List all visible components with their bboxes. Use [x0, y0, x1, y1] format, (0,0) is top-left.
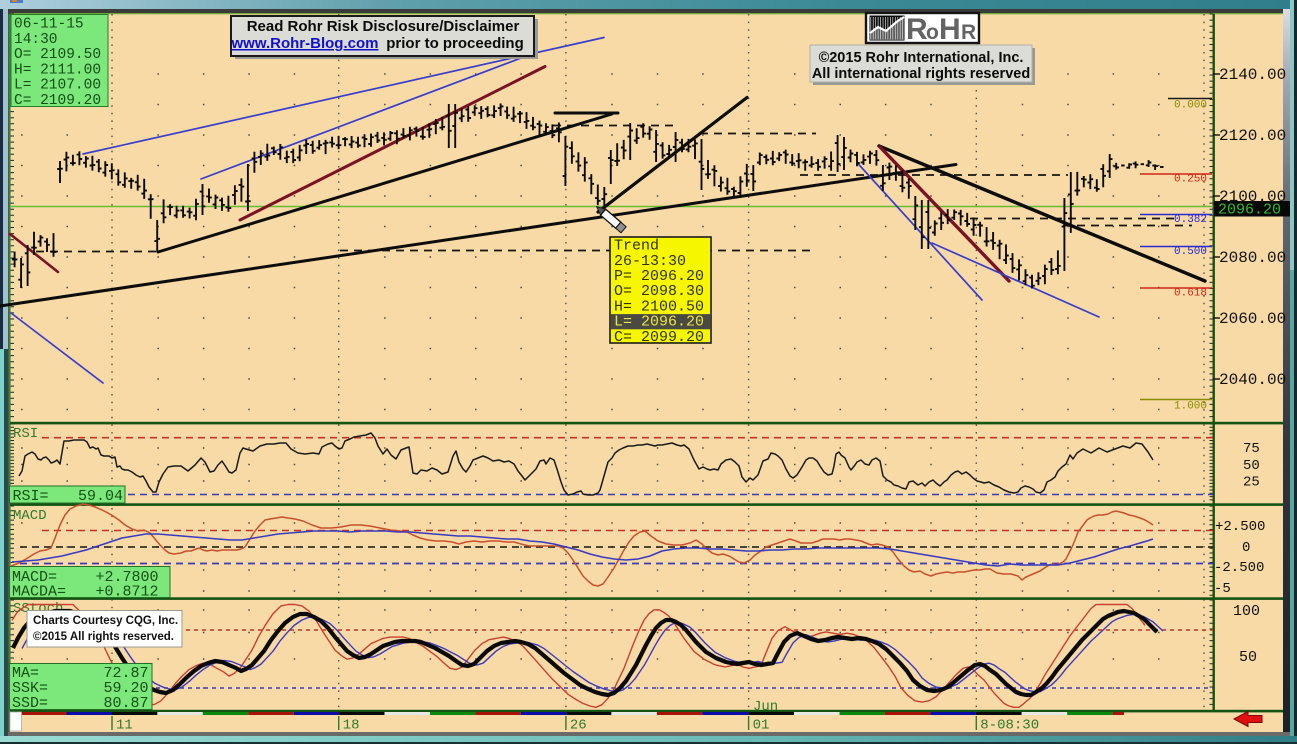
svg-text:0.618: 0.618	[1174, 288, 1207, 300]
svg-text:MA=: MA=	[12, 665, 39, 682]
svg-text:©2015 All rights reserved.: ©2015 All rights reserved.	[33, 631, 174, 643]
svg-text:SSK=: SSK=	[12, 680, 48, 697]
svg-text:26-13:30: 26-13:30	[614, 253, 686, 270]
svg-text:72.87: 72.87	[104, 665, 149, 682]
svg-text:1.000: 1.000	[1174, 401, 1207, 413]
svg-text:2096.20: 2096.20	[1218, 202, 1281, 219]
svg-text:All international rights reser: All international rights reserved	[812, 66, 1030, 82]
svg-text:O= 2098.30: O= 2098.30	[614, 283, 704, 300]
svg-text:©2015 Rohr International, Inc.: ©2015 Rohr International, Inc.	[819, 50, 1024, 66]
svg-text:0.000: 0.000	[1174, 100, 1207, 112]
svg-text:06-11-15: 06-11-15	[14, 17, 84, 33]
svg-text:18: 18	[343, 718, 360, 734]
svg-text:14:30: 14:30	[14, 32, 58, 48]
svg-text:L= 2096.20: L= 2096.20	[614, 314, 704, 331]
svg-text:50: 50	[1239, 649, 1257, 666]
svg-text:01: 01	[753, 718, 770, 734]
svg-text:www.Rohr-Blog.com: www.Rohr-Blog.com	[231, 35, 379, 52]
svg-text:-5: -5	[1214, 581, 1231, 597]
svg-text:Read Rohr Risk Disclosure/Disc: Read Rohr Risk Disclosure/Disclaimer	[247, 18, 520, 35]
svg-text:P= 2096.20: P= 2096.20	[614, 268, 704, 285]
svg-text:+0.8712: +0.8712	[96, 584, 159, 601]
svg-text:R: R	[961, 21, 976, 44]
svg-text:2140.00: 2140.00	[1219, 66, 1286, 84]
svg-text:H: H	[939, 13, 961, 46]
svg-text:MACD=: MACD=	[12, 569, 57, 586]
svg-text:Trend: Trend	[614, 238, 659, 255]
svg-text:+2.7800: +2.7800	[96, 569, 159, 586]
svg-text:RSI=: RSI=	[13, 488, 49, 505]
svg-text:0.250: 0.250	[1174, 174, 1207, 186]
svg-text:80.87: 80.87	[104, 695, 149, 712]
svg-text:SSD=: SSD=	[12, 695, 48, 712]
svg-text:50: 50	[1243, 458, 1260, 474]
svg-text:2080.00: 2080.00	[1219, 249, 1286, 267]
svg-text:H= 2111.00: H= 2111.00	[14, 62, 101, 78]
svg-text:+2.500: +2.500	[1215, 519, 1265, 535]
svg-text:100: 100	[1233, 603, 1260, 620]
svg-text:0.500: 0.500	[1174, 246, 1207, 258]
svg-text:11: 11	[116, 718, 133, 734]
svg-text:Charts Courtesy CQG, Inc.: Charts Courtesy CQG, Inc.	[33, 615, 178, 627]
svg-text:26: 26	[570, 718, 587, 734]
svg-text:75: 75	[1243, 441, 1260, 457]
svg-text:2040.00: 2040.00	[1219, 371, 1286, 389]
svg-text:-2.500: -2.500	[1214, 560, 1264, 576]
svg-text:H= 2100.50: H= 2100.50	[614, 298, 704, 315]
svg-text:RSI: RSI	[13, 426, 38, 442]
svg-text:59.04: 59.04	[78, 488, 123, 505]
svg-text:MACDA=: MACDA=	[12, 584, 66, 601]
svg-text:prior to proceeding: prior to proceeding	[386, 35, 524, 52]
svg-text:o: o	[926, 21, 939, 44]
svg-text:2120.00: 2120.00	[1219, 127, 1286, 145]
svg-text:MACD: MACD	[13, 508, 47, 524]
svg-text:0.382: 0.382	[1174, 214, 1207, 226]
svg-text:R: R	[906, 13, 928, 46]
svg-text:0: 0	[1242, 540, 1250, 556]
svg-text:25: 25	[1243, 475, 1260, 491]
svg-text:Jun: Jun	[753, 699, 778, 715]
svg-text:2060.00: 2060.00	[1219, 310, 1286, 328]
svg-text:C= 2099.20: C= 2099.20	[614, 329, 704, 346]
svg-text:8-08:30: 8-08:30	[980, 718, 1039, 734]
svg-text:O= 2109.50: O= 2109.50	[14, 47, 101, 63]
svg-text:L= 2107.00: L= 2107.00	[14, 78, 101, 94]
svg-text:59.20: 59.20	[104, 680, 149, 697]
svg-text:C= 2109.20: C= 2109.20	[14, 93, 101, 109]
